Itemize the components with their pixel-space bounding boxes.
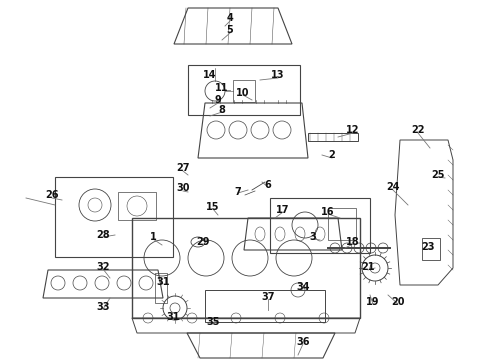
Bar [308,133,358,141]
Text: 1: 1 [149,232,156,242]
Text: 20: 20 [391,297,405,307]
Text: 26: 26 [45,190,59,200]
Bar [55,177,173,257]
Text: 29: 29 [196,237,210,247]
Text: 33: 33 [96,302,110,312]
Text: 24: 24 [386,182,400,192]
Text: 32: 32 [96,262,110,272]
Text: 28: 28 [96,230,110,240]
Bar [205,290,325,322]
Text: 37: 37 [261,292,275,302]
Text: 17: 17 [276,205,290,215]
Text: 5: 5 [227,25,233,35]
Text: 23: 23 [421,242,435,252]
Text: 22: 22 [411,125,425,135]
Bar [132,218,360,318]
Text: 15: 15 [206,202,220,212]
Bar [270,198,370,253]
Text: 21: 21 [361,262,375,272]
Bar [328,208,356,240]
Text: 3: 3 [310,232,317,242]
Text: 19: 19 [366,297,380,307]
Bar [155,273,167,303]
Text: 12: 12 [346,125,360,135]
Text: 10: 10 [236,88,250,98]
Text: 2: 2 [329,150,335,160]
Text: 11: 11 [215,83,229,93]
Bar [422,238,440,260]
Text: 13: 13 [271,70,285,80]
Bar [233,80,255,102]
Text: 4: 4 [227,13,233,23]
Text: 14: 14 [203,70,217,80]
Text: 31: 31 [166,312,180,322]
Text: 27: 27 [176,163,190,173]
Text: 35: 35 [206,317,220,327]
Text: 30: 30 [176,183,190,193]
Text: 18: 18 [346,237,360,247]
Text: 6: 6 [265,180,271,190]
Text: 25: 25 [431,170,445,180]
Text: 7: 7 [235,187,242,197]
Text: 9: 9 [215,95,221,105]
Bar [188,65,300,115]
Text: 8: 8 [219,105,225,115]
Text: 36: 36 [296,337,310,347]
Text: 31: 31 [156,277,170,287]
Bar [118,192,156,220]
Text: 34: 34 [296,282,310,292]
Text: 16: 16 [321,207,335,217]
